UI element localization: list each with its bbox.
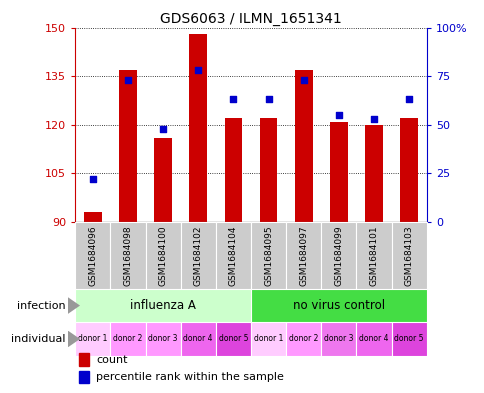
Bar	[84, 212, 101, 222]
Title: GDS6063 / ILMN_1651341: GDS6063 / ILMN_1651341	[160, 13, 341, 26]
Text: donor 2: donor 2	[113, 334, 142, 343]
Polygon shape	[68, 297, 80, 314]
Bar	[330, 121, 347, 222]
Bar	[75, 289, 251, 322]
Bar	[180, 322, 215, 356]
Bar	[364, 125, 382, 222]
Bar	[251, 322, 286, 356]
Text: infection: infection	[17, 301, 65, 310]
Bar	[75, 322, 110, 356]
Bar	[180, 222, 215, 289]
Text: GSM1684095: GSM1684095	[263, 225, 272, 286]
Point	[264, 96, 272, 103]
Bar	[320, 222, 356, 289]
Text: donor 4: donor 4	[183, 334, 212, 343]
Bar	[75, 222, 110, 289]
Text: GSM1684097: GSM1684097	[299, 225, 308, 286]
Bar	[356, 222, 391, 289]
Bar	[286, 322, 320, 356]
Point	[334, 112, 342, 118]
Bar	[78, 371, 89, 384]
Bar	[294, 70, 312, 222]
Point	[159, 125, 166, 132]
Bar	[259, 118, 277, 222]
Bar	[145, 222, 180, 289]
Bar	[110, 322, 145, 356]
Text: no virus control: no virus control	[292, 299, 384, 312]
Bar	[110, 222, 145, 289]
Point	[124, 77, 132, 83]
Text: GSM1684101: GSM1684101	[369, 225, 378, 286]
Text: donor 1: donor 1	[78, 334, 107, 343]
Bar	[189, 34, 207, 222]
Text: GSM1684096: GSM1684096	[88, 225, 97, 286]
Point	[369, 116, 377, 122]
Text: GSM1684103: GSM1684103	[404, 225, 413, 286]
Text: GSM1684104: GSM1684104	[228, 225, 238, 286]
Bar	[320, 322, 356, 356]
Text: donor 2: donor 2	[288, 334, 318, 343]
Bar	[119, 70, 136, 222]
Text: donor 5: donor 5	[393, 334, 423, 343]
Point	[229, 96, 237, 103]
Text: GSM1684100: GSM1684100	[158, 225, 167, 286]
Point	[299, 77, 307, 83]
Bar	[215, 322, 251, 356]
Text: donor 3: donor 3	[148, 334, 178, 343]
Text: donor 4: donor 4	[359, 334, 388, 343]
Polygon shape	[68, 331, 80, 347]
Bar	[251, 222, 286, 289]
Point	[405, 96, 412, 103]
Bar	[400, 118, 417, 222]
Bar	[356, 322, 391, 356]
Text: GSM1684098: GSM1684098	[123, 225, 132, 286]
Bar	[391, 222, 426, 289]
Text: individual: individual	[11, 334, 65, 344]
Bar	[391, 322, 426, 356]
Point	[194, 67, 202, 73]
Bar	[286, 222, 320, 289]
Text: GSM1684099: GSM1684099	[333, 225, 343, 286]
Point	[89, 176, 96, 182]
Text: percentile rank within the sample: percentile rank within the sample	[96, 372, 284, 382]
Text: donor 5: donor 5	[218, 334, 248, 343]
Text: donor 1: donor 1	[253, 334, 283, 343]
Bar	[145, 322, 180, 356]
Text: donor 3: donor 3	[323, 334, 353, 343]
Text: count: count	[96, 354, 127, 365]
Bar	[78, 353, 89, 365]
Bar	[154, 138, 171, 222]
Bar	[215, 222, 251, 289]
Text: GSM1684102: GSM1684102	[193, 225, 202, 286]
Bar	[224, 118, 242, 222]
Bar	[251, 289, 426, 322]
Text: influenza A: influenza A	[130, 299, 196, 312]
